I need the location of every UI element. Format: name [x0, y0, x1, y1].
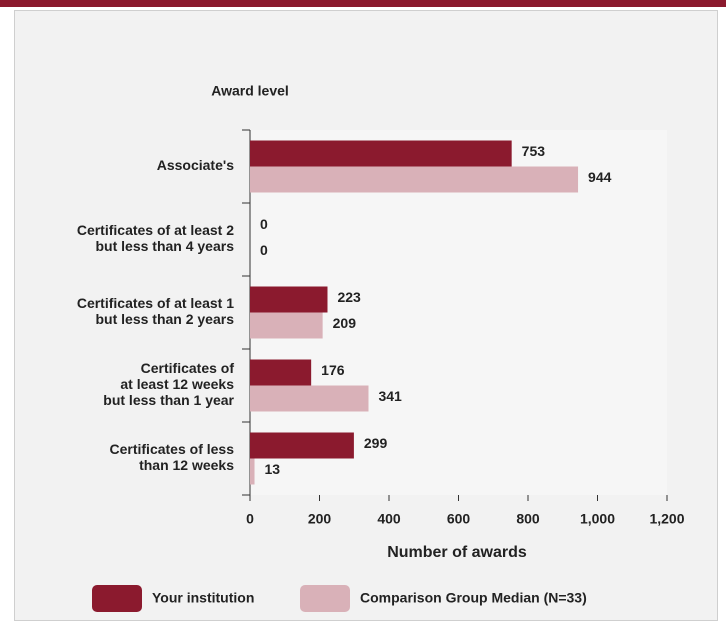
bar	[250, 286, 328, 313]
y-axis-title: Award level	[211, 83, 289, 99]
x-tick-label: 400	[377, 511, 401, 527]
value-label: 0	[260, 216, 268, 232]
legend-label: Your institution	[152, 590, 254, 606]
value-label: 223	[337, 289, 361, 305]
value-label: 944	[588, 169, 612, 185]
bar	[250, 312, 323, 339]
category-label: but less than 4 years	[95, 238, 234, 254]
legend-label: Comparison Group Median (N=33)	[360, 590, 587, 606]
category-label: but less than 2 years	[95, 311, 234, 327]
bar	[250, 359, 312, 386]
bar	[250, 458, 255, 485]
bar	[250, 385, 369, 412]
x-tick-label: 0	[246, 511, 254, 527]
value-label: 0	[260, 242, 268, 258]
legend-swatch	[92, 585, 142, 612]
value-label: 341	[378, 388, 402, 404]
x-axis-title: Number of awards	[387, 544, 527, 561]
x-tick-label: 1,000	[580, 511, 615, 527]
top-bar	[0, 0, 726, 7]
value-label: 13	[265, 461, 281, 477]
x-tick-label: 600	[447, 511, 471, 527]
category-label: Certificates of	[141, 360, 235, 376]
bar	[250, 432, 354, 459]
value-label: 299	[364, 435, 388, 451]
x-tick-label: 1,200	[649, 511, 684, 527]
category-label: but less than 1 year	[103, 392, 234, 408]
value-label: 753	[522, 143, 546, 159]
x-tick-label: 200	[308, 511, 332, 527]
bar	[250, 140, 512, 167]
x-tick-label: 800	[516, 511, 540, 527]
category-label: at least 12 weeks	[120, 376, 234, 392]
category-label: Associate's	[157, 157, 234, 173]
category-label: than 12 weeks	[139, 457, 234, 473]
category-label: Certificates of at least 1	[77, 295, 234, 311]
legend-swatch	[300, 585, 350, 612]
value-label: 209	[333, 315, 357, 331]
category-label: Certificates of at least 2	[77, 222, 234, 238]
bar	[250, 166, 579, 193]
category-label: Certificates of less	[110, 441, 235, 457]
value-label: 176	[321, 362, 345, 378]
